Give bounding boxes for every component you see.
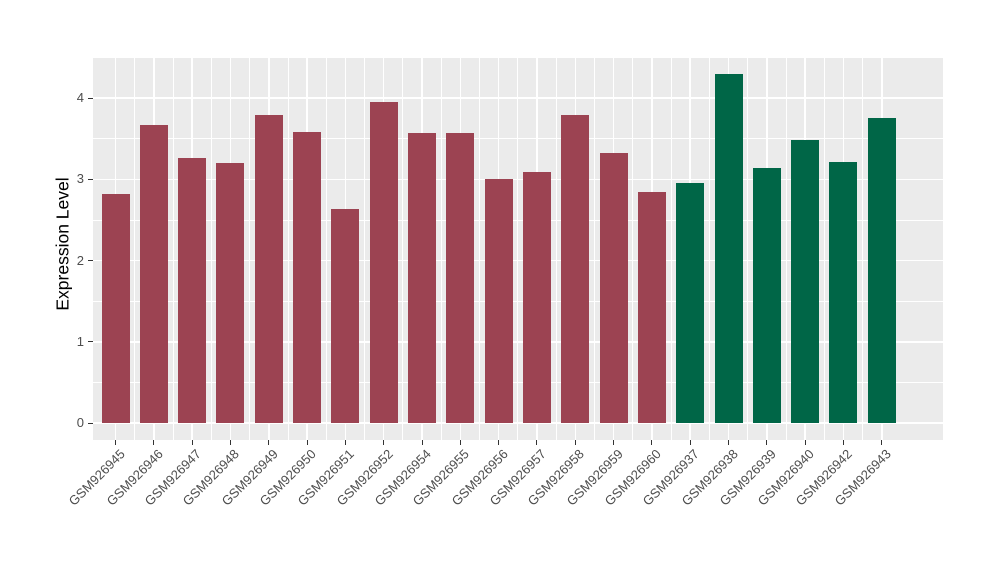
gridline-minor-vertical (325, 57, 327, 440)
x-tick-mark (804, 440, 806, 445)
bar (637, 191, 666, 423)
bar (522, 172, 551, 423)
gridline-major-horizontal (92, 422, 943, 424)
y-tick-label: 1 (76, 333, 84, 349)
gridline-minor-vertical (172, 57, 174, 440)
gridline-minor-vertical (287, 57, 289, 440)
gridline-minor-vertical (708, 57, 710, 440)
gridline-minor-vertical (402, 57, 404, 440)
x-tick-mark (115, 440, 116, 445)
gridline-major-horizontal (92, 178, 943, 181)
y-tick-mark (88, 260, 93, 262)
bar (139, 125, 168, 423)
gridline-major-horizontal (92, 341, 943, 343)
gridline-major-horizontal (92, 259, 943, 262)
bar (867, 117, 896, 423)
bar (254, 115, 283, 423)
y-tick-mark (88, 178, 93, 180)
gridline-minor-vertical (440, 57, 442, 440)
gridline-minor-vertical (747, 57, 748, 440)
gridline-minor-vertical (210, 57, 212, 440)
y-tick-mark (88, 341, 93, 343)
x-tick-mark (344, 440, 346, 445)
bar (446, 133, 475, 423)
x-tick-mark (881, 440, 883, 445)
gridline-minor-vertical (479, 57, 480, 440)
x-tick-mark (536, 440, 538, 445)
bar (599, 152, 628, 423)
x-tick-mark (651, 440, 653, 445)
bar (484, 178, 513, 423)
gridline-minor-vertical (517, 57, 519, 440)
x-tick-mark (842, 440, 844, 445)
gridline-minor-vertical (555, 57, 557, 440)
bar (714, 73, 743, 423)
gridline-major-horizontal (92, 97, 943, 99)
y-tick-mark (88, 97, 93, 99)
x-tick-mark (459, 440, 461, 445)
gridline-minor-vertical (594, 57, 595, 440)
bar (216, 163, 245, 423)
gridline-minor-vertical (862, 57, 863, 440)
y-tick-label: 0 (76, 415, 84, 430)
x-tick-mark (613, 440, 614, 445)
gridline-minor-vertical (364, 57, 365, 440)
y-tick-label: 2 (76, 252, 84, 268)
bar (561, 115, 590, 423)
x-tick-mark (229, 440, 231, 445)
gridline-minor-vertical (134, 57, 135, 440)
x-tick-mark (574, 440, 576, 445)
bar (369, 102, 398, 423)
y-tick-label: 4 (76, 90, 84, 106)
gridline-minor-vertical (670, 57, 672, 440)
bar (178, 158, 207, 423)
x-tick-mark (306, 440, 308, 445)
gridline-minor-vertical (823, 57, 825, 440)
x-tick-mark (191, 440, 193, 445)
gridline-minor-vertical (785, 57, 787, 440)
bar (408, 133, 436, 423)
x-tick-mark (728, 440, 729, 445)
x-tick-mark (766, 440, 768, 445)
bar (101, 194, 130, 423)
x-tick-mark (383, 440, 385, 445)
x-tick-mark (421, 440, 423, 445)
bar (829, 162, 858, 423)
bar (676, 182, 705, 423)
bar (293, 132, 321, 423)
x-tick-mark (153, 440, 155, 445)
bar (791, 140, 820, 423)
y-tick-label: 3 (76, 171, 84, 187)
x-tick-mark (268, 440, 270, 445)
gridline-minor-vertical (249, 57, 250, 440)
bar (752, 168, 781, 423)
bar (331, 209, 360, 423)
plot-panel (92, 57, 943, 440)
y-axis-title: Expression Level (52, 177, 73, 311)
x-tick-mark (689, 440, 691, 445)
gridline-minor-vertical (632, 57, 634, 440)
y-tick-mark (88, 422, 93, 424)
x-tick-mark (498, 440, 500, 445)
